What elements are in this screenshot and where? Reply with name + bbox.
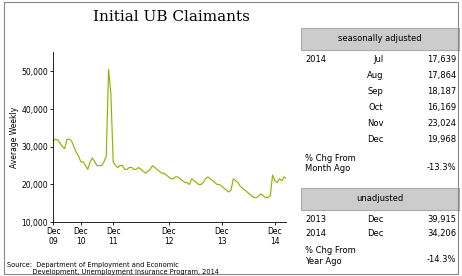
Text: 34,206: 34,206 — [427, 229, 456, 238]
Text: Dec: Dec — [367, 215, 383, 224]
Text: 17,639: 17,639 — [427, 55, 456, 64]
Text: 16,169: 16,169 — [427, 103, 456, 112]
Text: 19,968: 19,968 — [427, 135, 456, 144]
Text: Dec: Dec — [367, 135, 383, 144]
Text: Oct: Oct — [369, 103, 383, 112]
Text: % Chg From
Month Ago: % Chg From Month Ago — [305, 154, 356, 173]
Text: Jul: Jul — [373, 55, 383, 64]
Text: unadjusted: unadjusted — [356, 194, 404, 203]
Text: Sep: Sep — [368, 87, 383, 96]
Text: 18,187: 18,187 — [427, 87, 456, 96]
Text: % Chg From
Year Ago: % Chg From Year Ago — [305, 246, 356, 266]
Text: Initial UB Claimants: Initial UB Claimants — [92, 10, 249, 24]
Text: 2014: 2014 — [305, 229, 326, 238]
Text: -13.3%: -13.3% — [427, 163, 456, 172]
Y-axis label: Average Weekly: Average Weekly — [10, 107, 19, 168]
Text: seasonally adjusted: seasonally adjusted — [338, 34, 422, 43]
Text: 39,915: 39,915 — [427, 215, 456, 224]
Text: 2013: 2013 — [305, 215, 326, 224]
Text: Nov: Nov — [367, 119, 383, 128]
Text: 23,024: 23,024 — [427, 119, 456, 128]
Text: -14.3%: -14.3% — [427, 255, 456, 264]
Text: Aug: Aug — [367, 71, 383, 80]
Text: Source:  Department of Employment and Economic
            Development, Unemploy: Source: Department of Employment and Eco… — [7, 262, 219, 275]
Text: 17,864: 17,864 — [427, 71, 456, 80]
Text: 2014: 2014 — [305, 55, 326, 64]
Text: Dec: Dec — [367, 229, 383, 238]
